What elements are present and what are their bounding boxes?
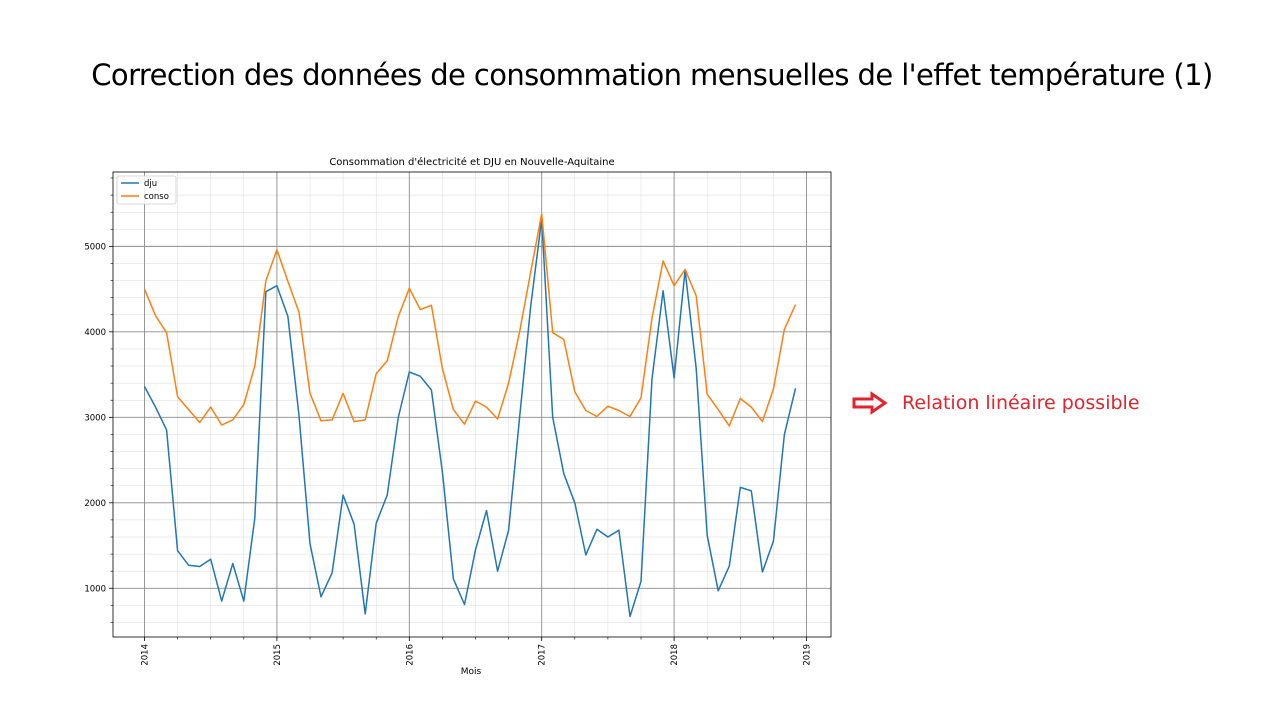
legend: dju conso [116, 175, 177, 205]
series-lines [143, 213, 797, 618]
y-tick-label: 5000 [84, 242, 106, 252]
plot-frame [112, 171, 832, 638]
series-line-dju [143, 218, 797, 618]
arrow-right-icon [852, 391, 888, 415]
y-tick-label: 1000 [84, 584, 106, 594]
x-axis-label: Mois [461, 667, 482, 677]
x-tick-label: 2016 [405, 644, 415, 666]
chart-title: Consommation d'électricité et DJU en Nou… [329, 156, 614, 168]
x-tick-label: 2015 [273, 644, 283, 666]
callout-text: Relation linéaire possible [902, 392, 1140, 414]
callout: Relation linéaire possible [852, 390, 1140, 416]
y-tick-label: 4000 [84, 328, 106, 338]
slide-title: Correction des données de consommation m… [91, 58, 1213, 92]
x-tick-label: 2014 [141, 644, 151, 666]
x-tick-label: 2018 [670, 644, 680, 666]
legend-label-dju: dju [144, 179, 157, 189]
legend-label-conso: conso [144, 192, 169, 202]
series-line-conso [143, 213, 797, 427]
axis-ticks: 2014 2015 2016 2017 2018 2019 1000 2000 3000 4000… [84, 177, 813, 666]
x-tick-label: 2017 [538, 644, 548, 666]
y-tick-label: 3000 [84, 413, 106, 423]
y-tick-label: 2000 [84, 499, 106, 509]
x-tick-label: 2019 [803, 644, 813, 666]
